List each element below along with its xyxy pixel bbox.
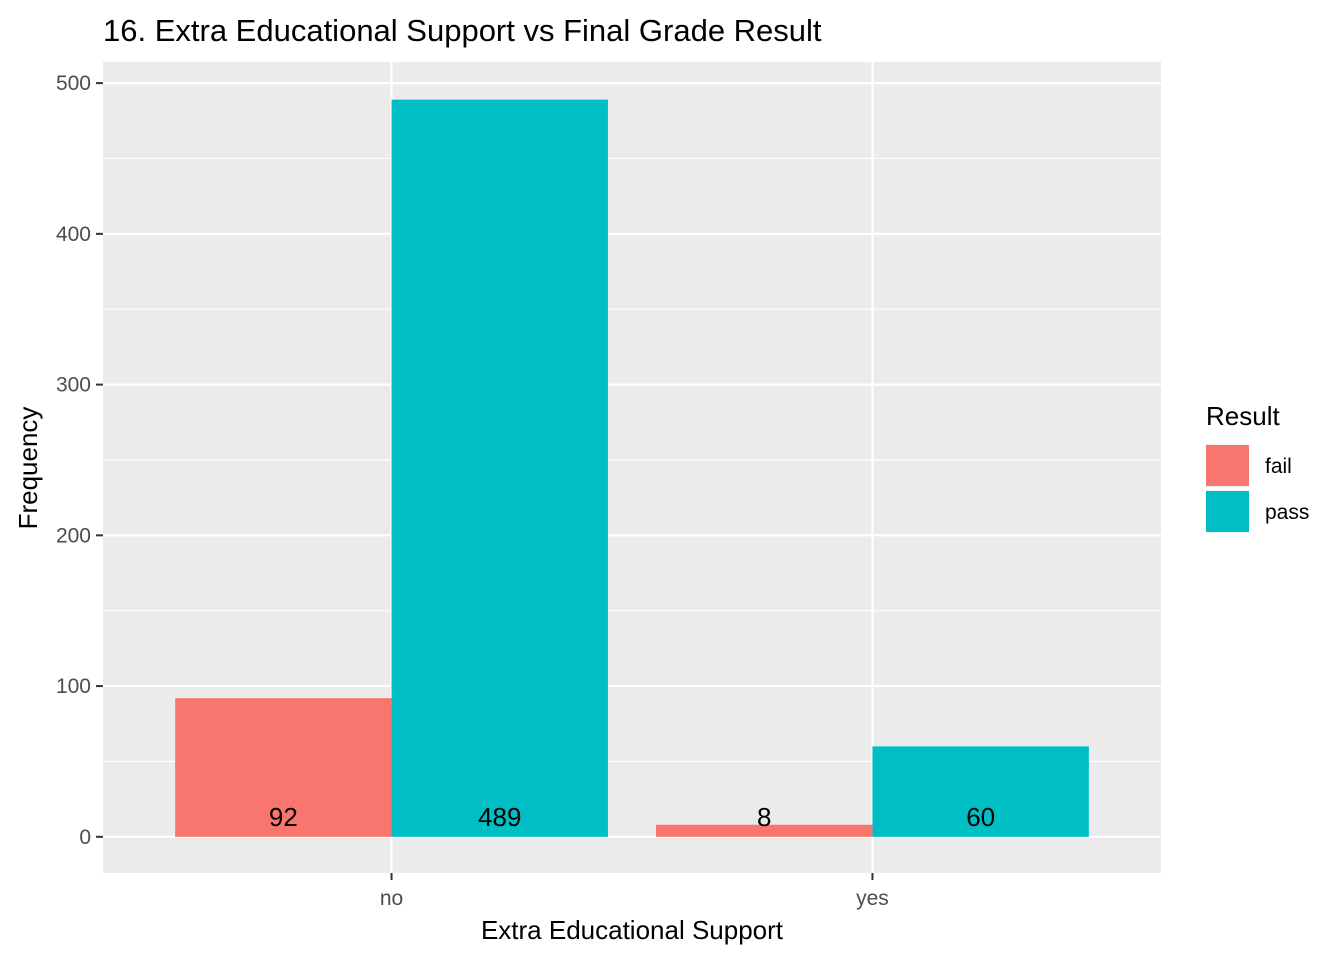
bar-pass-yes [872,746,1089,837]
y-tick-label: 200 [56,524,91,547]
chart-title: 16. Extra Educational Support vs Final G… [103,13,822,48]
data-label-pass-no: 489 [478,802,521,832]
y-axis: 0 100 200 300 400 500 [56,72,103,849]
legend-title: Result [1206,401,1280,431]
legend-swatch-pass [1206,491,1249,532]
y-tick-label: 0 [79,826,91,849]
bar-fail-yes [656,824,873,837]
x-tick-label-yes: yes [856,887,889,910]
legend: Result fail pass [1206,401,1309,533]
legend-items: fail pass [1206,444,1309,533]
y-axis-title: Frequency [13,407,43,530]
data-labels: 92 8 489 60 [269,802,995,832]
data-label-pass-yes: 60 [966,802,995,832]
x-tick-label-no: no [380,887,403,910]
data-label-fail-no: 92 [269,802,298,832]
grid-lines [103,62,1161,873]
legend-label-fail: fail [1265,455,1292,478]
bar-pass-no [391,99,608,837]
y-tick-label: 500 [56,72,91,95]
bar-fail-no [175,698,392,837]
y-tick-label: 300 [56,374,91,397]
legend-label-pass: pass [1265,501,1309,524]
y-tick-label: 400 [56,223,91,246]
bars [175,99,1089,837]
legend-swatch-fail [1206,445,1249,486]
y-tick-label: 100 [56,675,91,698]
data-label-fail-yes: 8 [757,802,771,832]
x-axis-title: Extra Educational Support [481,915,784,945]
x-axis: no yes [380,873,889,910]
